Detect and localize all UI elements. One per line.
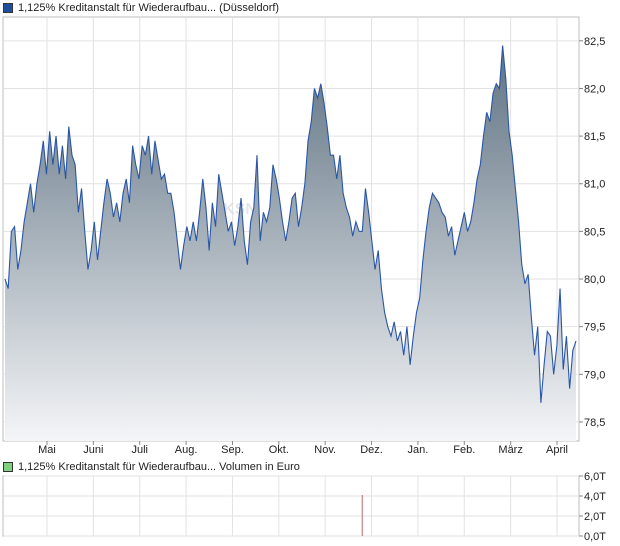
volume-y-tick-label: 6,0T (584, 471, 606, 483)
price-x-tick-label: Aug. (175, 444, 198, 456)
price-chart: KSN 78,579,079,580,080,581,081,582,082,5… (2, 16, 605, 456)
price-x-tick-label: Mai (38, 444, 56, 456)
volume-chart: 0,0T 2,0T 4,0T 6,0T (2, 471, 606, 543)
price-x-tick-label: April (546, 444, 568, 456)
price-x-tick-label: Juli (131, 444, 148, 456)
volume-legend-swatch (3, 462, 13, 472)
price-x-tick-label: Juni (83, 444, 103, 456)
price-y-tick-label: 80,5 (584, 226, 605, 238)
price-legend-label: 1,125% Kreditanstalt für Wiederaufbau...… (18, 2, 280, 14)
price-x-tick-label: Dez. (360, 444, 383, 456)
price-y-tick-label: 79,5 (584, 322, 605, 334)
price-x-tick-label: März (498, 444, 522, 456)
price-y-axis: 78,5 79,0 79,5 80,0 80,5 81,0 81,5 82,0 82,5 (579, 36, 605, 429)
price-legend-swatch (3, 3, 13, 13)
volume-y-tick-label: 0,0T (584, 531, 606, 543)
price-x-tick-label: Feb. (453, 444, 475, 456)
price-y-tick-label: 81,0 (584, 179, 605, 191)
price-x-tick-label: Nov. (314, 444, 336, 456)
price-x-tick-label: Sep. (221, 444, 244, 456)
price-y-tick-label: 80,0 (584, 274, 605, 286)
price-y-tick-label: 78,5 (584, 417, 605, 429)
price-y-tick-label: 82,0 (584, 83, 605, 95)
price-x-tick-label: Okt. (269, 444, 289, 456)
volume-y-tick-label: 2,0T (584, 511, 606, 523)
price-line (4, 45, 577, 403)
volume-y-axis: 0,0T 2,0T 4,0T 6,0T (579, 471, 606, 543)
volume-gridlines (4, 475, 579, 537)
volume-legend: 1,125% Kreditanstalt für Wiederaufbau...… (3, 460, 300, 474)
volume-y-tick-label: 4,0T (584, 491, 606, 503)
price-legend: 1,125% Kreditanstalt für Wiederaufbau...… (3, 1, 279, 15)
volume-legend-label: 1,125% Kreditanstalt für Wiederaufbau...… (18, 461, 300, 473)
price-y-tick-label: 79,0 (584, 369, 605, 381)
price-x-axis: Mai Juni Juli Aug. Sep. Okt. Nov. Dez. Jan. Feb. M… (38, 441, 568, 456)
volume-plot-frame (2, 475, 580, 537)
price-y-tick-label: 81,5 (584, 131, 605, 143)
price-area (5, 45, 576, 441)
price-x-tick-label: Jan. (408, 444, 429, 456)
price-y-tick-label: 82,5 (584, 36, 605, 48)
